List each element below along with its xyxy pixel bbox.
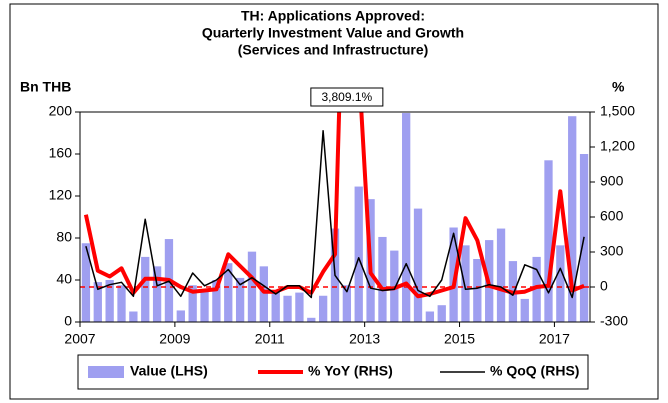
y-axis-label: Bn THB: [20, 79, 71, 95]
bar: [176, 310, 185, 322]
bar: [188, 285, 197, 322]
bar: [342, 285, 352, 322]
bar: [129, 311, 138, 322]
chart-title: Quarterly Investment Value and Growth: [202, 25, 464, 41]
legend-box: [77, 354, 589, 390]
bar: [295, 292, 304, 322]
y2-tick-label: 1,500: [600, 103, 635, 119]
y-tick-label: 120: [49, 187, 73, 203]
bar: [496, 228, 506, 322]
line-series: [83, 112, 585, 299]
y2-tick-label: 300: [600, 243, 624, 259]
y-tick-label: 80: [56, 229, 72, 245]
annotation-box: [310, 87, 384, 107]
y-tick-label: 40: [56, 271, 72, 287]
bar: [224, 263, 233, 322]
bar: [141, 256, 150, 322]
bar: [152, 266, 162, 322]
bar: [556, 245, 565, 322]
y-tick-label: 0: [64, 313, 72, 329]
bar: [449, 227, 458, 322]
x-tick-label: 2017: [539, 331, 570, 347]
y-tick-label: 200: [49, 103, 73, 119]
bar: [425, 311, 435, 322]
bar: [354, 186, 363, 322]
bar: [378, 236, 387, 322]
bar: [473, 259, 482, 322]
legend-label: % YoY (RHS): [308, 363, 393, 379]
y2-axis-label: %: [612, 79, 625, 95]
bar: [212, 280, 221, 322]
y2-tick-label: 900: [600, 173, 624, 189]
x-tick-label: 2015: [444, 331, 475, 347]
x-tick-label: 2013: [349, 331, 380, 347]
y2-tick-label: 1,200: [600, 138, 635, 154]
chart-title: (Services and Infrastructure): [238, 42, 429, 58]
bar: [105, 280, 114, 322]
bar: [200, 290, 209, 322]
legend-label: Value (LHS): [130, 363, 208, 379]
chart-title: TH: Applications Approved:: [241, 8, 425, 24]
bar: [117, 285, 126, 322]
bar: [437, 305, 446, 322]
bar: [271, 290, 280, 322]
value-label: 3,809.1%: [322, 90, 373, 104]
bar: [568, 116, 577, 322]
x-tick-label: 2007: [64, 331, 95, 347]
legend-swatch: [88, 366, 124, 378]
bar: [318, 295, 328, 322]
y2-tick-label: 0: [600, 278, 608, 294]
bar: [93, 282, 102, 322]
bar: [532, 256, 541, 322]
bar: [461, 245, 470, 322]
bar: [402, 113, 411, 322]
x-tick-label: 2009: [159, 331, 190, 347]
bar: [307, 317, 316, 322]
bar: [283, 295, 292, 322]
lines: [83, 112, 585, 299]
bar: [544, 160, 553, 322]
line-series: [85, 129, 585, 299]
x-tick-label: 2011: [255, 331, 285, 347]
bar: [81, 243, 91, 322]
bar: [259, 266, 268, 322]
y2-tick-label: 600: [600, 208, 624, 224]
y-tick-label: 160: [49, 145, 73, 161]
legend-label: % QoQ (RHS): [490, 363, 579, 379]
bar: [413, 208, 423, 322]
y2-tick-label: -300: [600, 313, 628, 329]
bar: [235, 277, 245, 322]
bar: [520, 298, 529, 322]
